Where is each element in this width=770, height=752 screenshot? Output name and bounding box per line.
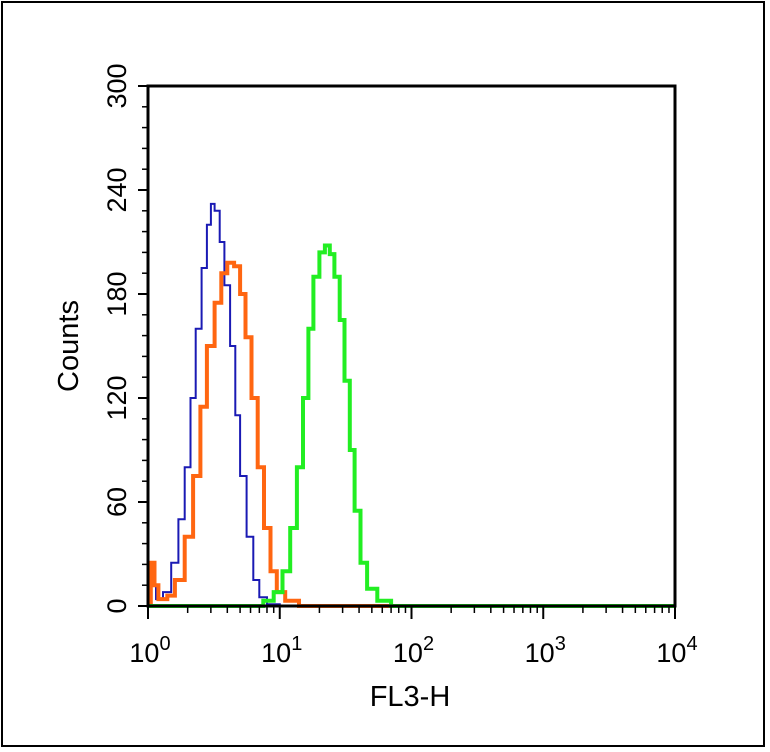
x-tick-label: 102 — [393, 633, 434, 668]
plot-area — [146, 84, 677, 608]
x-tick-label: 100 — [129, 633, 170, 668]
y-tick-label: 300 — [102, 63, 132, 108]
x-axis-title: FL3-H — [370, 681, 451, 713]
series-layer — [148, 202, 675, 608]
x-tick-label: 103 — [525, 633, 566, 668]
series-line-0 — [148, 202, 675, 607]
y-tick-label: 180 — [102, 271, 132, 316]
x-tick-label: 101 — [261, 633, 302, 668]
x-tick-label: 104 — [656, 633, 697, 668]
y-tick-label: 0 — [102, 598, 132, 613]
y-tick-label: 60 — [102, 487, 132, 517]
ticks-layer — [138, 85, 676, 619]
y-axis-title: Counts — [53, 300, 85, 392]
y-tick-label: 120 — [102, 375, 132, 420]
series-line-1 — [148, 260, 675, 608]
y-tick-label: 240 — [102, 167, 132, 212]
series-line-2 — [148, 243, 675, 608]
labels-layer: 0 60 120 180 240 300 100 101 102 103 104 — [102, 63, 698, 668]
